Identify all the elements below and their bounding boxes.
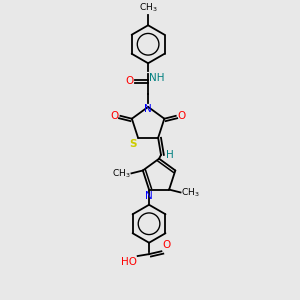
Text: O: O xyxy=(126,76,134,86)
Text: H: H xyxy=(166,150,173,160)
Text: N: N xyxy=(145,190,153,200)
Text: O: O xyxy=(110,111,118,121)
Text: CH$_3$: CH$_3$ xyxy=(139,2,158,14)
Text: HO: HO xyxy=(121,257,137,267)
Text: N: N xyxy=(144,104,152,114)
Text: CH$_3$: CH$_3$ xyxy=(112,167,130,180)
Text: CH$_3$: CH$_3$ xyxy=(182,186,200,199)
Text: NH: NH xyxy=(149,73,165,83)
Text: O: O xyxy=(162,240,171,250)
Text: O: O xyxy=(178,111,186,121)
Text: S: S xyxy=(130,139,137,149)
